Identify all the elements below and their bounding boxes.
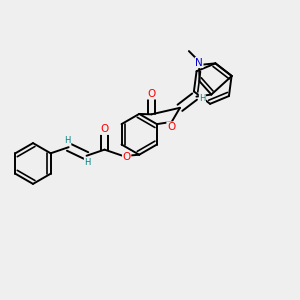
- Text: H: H: [64, 136, 71, 145]
- Text: O: O: [100, 124, 109, 134]
- Text: O: O: [167, 122, 175, 132]
- Text: O: O: [147, 89, 156, 99]
- Text: H: H: [199, 94, 206, 103]
- Text: H: H: [84, 158, 91, 167]
- Text: N: N: [195, 58, 203, 68]
- Text: O: O: [122, 152, 131, 162]
